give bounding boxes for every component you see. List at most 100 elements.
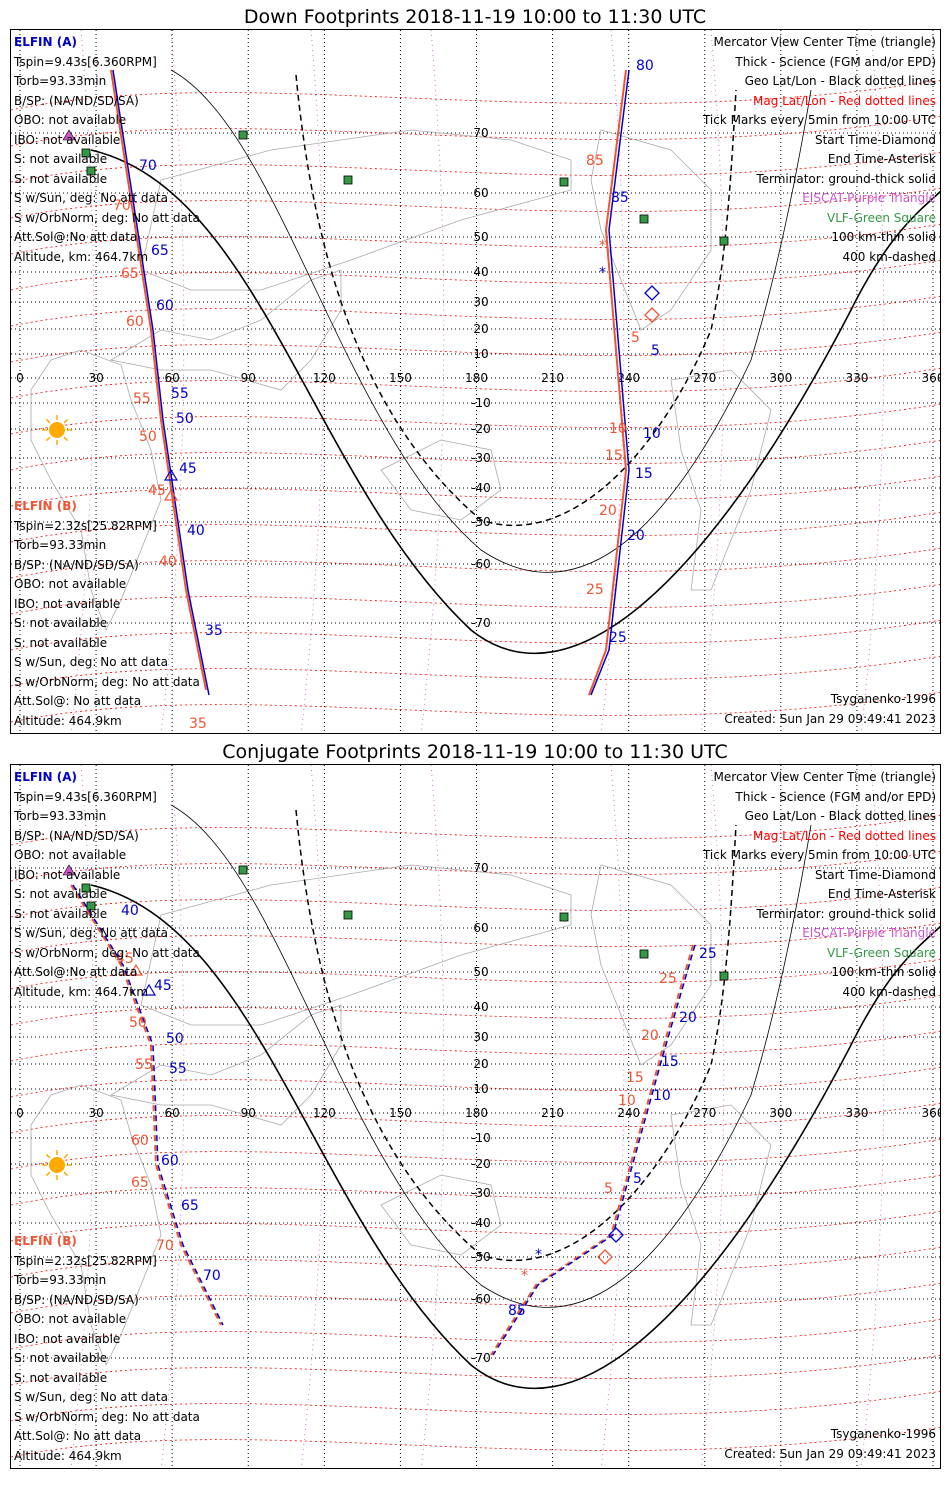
elfin-a-line: Att.Sol@:No att data bbox=[14, 230, 138, 244]
coastline bbox=[380, 439, 502, 521]
mag-lat-line bbox=[11, 958, 940, 990]
tick-label-elfin-b: 40 bbox=[159, 554, 177, 570]
elfin-b-info: ELFIN (B) Tspin=2.32s[25.82RPM] Torb=93.3… bbox=[14, 1232, 200, 1466]
center-triangle-icon bbox=[128, 963, 144, 976]
mag-lat-line bbox=[11, 403, 940, 435]
lat-label: 70 bbox=[473, 861, 488, 875]
elfin-a-line: S: not available bbox=[14, 171, 108, 186]
elfin-b-header: ELFIN (B) bbox=[14, 499, 77, 513]
lon-label: 270 bbox=[693, 1106, 716, 1120]
elfin-a-line: OBO: not available bbox=[14, 113, 127, 127]
tick-label-elfin-a: 55 bbox=[169, 1061, 187, 1077]
vlf-square-icon bbox=[238, 865, 248, 875]
sun-ray bbox=[63, 1171, 69, 1177]
vlf-square-icon bbox=[639, 949, 649, 959]
tick-label-elfin-b: 50 bbox=[139, 429, 157, 445]
elfin-b-line: S w/OrbNorm, deg: No att data bbox=[14, 674, 200, 689]
tick-label-elfin-b: 20 bbox=[641, 1028, 659, 1044]
mag-lat-line bbox=[11, 295, 940, 327]
lon-label: 60 bbox=[165, 1106, 180, 1120]
mag-lat-line bbox=[11, 886, 940, 918]
elfin-b-line: S: not available bbox=[14, 1351, 108, 1365]
lat-label: -20 bbox=[471, 1157, 491, 1171]
coastline bbox=[30, 1084, 162, 1366]
center-triangle-icon bbox=[141, 983, 157, 996]
tick-label-elfin-b: 15 bbox=[626, 1070, 644, 1086]
credit-line: Tsyganenko-1996 bbox=[830, 1427, 936, 1441]
tick-label-elfin-a: 70 bbox=[139, 158, 157, 174]
tick-label-elfin-b: 70 bbox=[156, 1238, 174, 1254]
eiscat-triangle-icon bbox=[62, 864, 76, 876]
legend-item: EISCAT-Purple Triangle bbox=[802, 191, 936, 205]
tick-label-elfin-a: 45 bbox=[179, 461, 197, 477]
track-elfin-a bbox=[112, 69, 210, 696]
elfin-b-line: Att.Sol@: No att data bbox=[14, 1429, 142, 1443]
legend-item: VLF-Green Square bbox=[827, 945, 936, 960]
vlf-square-icon bbox=[86, 166, 96, 176]
vlf-square-icon bbox=[343, 910, 353, 920]
credits: Tsyganenko-1996 Created: Sun Jan 29 09:49… bbox=[724, 690, 936, 729]
credit-line: Created: Sun Jan 29 09:49:41 2023 bbox=[724, 1446, 936, 1461]
lon-label: 150 bbox=[389, 371, 412, 385]
tick-label-elfin-b: 5 bbox=[604, 1181, 613, 1197]
coastline bbox=[140, 864, 572, 1026]
eiscat-triangle-icon bbox=[62, 129, 76, 141]
elfin-b-line: B/SP: (NA/ND/SD/SA) bbox=[14, 557, 139, 572]
tick-label-elfin-a: 10 bbox=[653, 1088, 671, 1104]
lon-label: 240 bbox=[617, 1106, 640, 1120]
tick-label-elfin-a: 85 bbox=[508, 1303, 526, 1319]
credits: Tsyganenko-1996 Created: Sun Jan 29 09:49… bbox=[724, 1425, 936, 1464]
elfin-b-header: ELFIN (B) bbox=[14, 1234, 77, 1248]
elfin-b-line: S w/Sun, deg: No att data bbox=[14, 655, 168, 669]
mag-lat-line bbox=[11, 583, 940, 615]
elfin-a-line: S w/OrbNorm, deg: No att data bbox=[14, 210, 200, 225]
coastline bbox=[109, 269, 342, 391]
elfin-a-line: IBO: not available bbox=[14, 132, 121, 147]
tick-label-elfin-a: 15 bbox=[661, 1054, 679, 1070]
tick-label-elfin-b: 65 bbox=[121, 266, 139, 282]
start-diamond-icon bbox=[608, 1227, 624, 1243]
mag-lon-line bbox=[600, 765, 625, 1468]
footprint-400km bbox=[295, 809, 737, 1262]
elfin-b-line: Att.Sol@: No att data bbox=[14, 694, 142, 708]
mag-lat-line bbox=[11, 1390, 940, 1422]
elfin-a-line: Altitude, km: 464.7km bbox=[14, 249, 149, 264]
lat-label: 60 bbox=[473, 186, 488, 200]
track-elfin-a bbox=[492, 944, 696, 1356]
tick-label-elfin-b: 20 bbox=[599, 503, 617, 519]
lon-label: 330 bbox=[845, 1106, 868, 1120]
tick-label-elfin-a: 35 bbox=[205, 623, 223, 639]
lon-label: 150 bbox=[389, 1106, 412, 1120]
lon-label: 120 bbox=[313, 1106, 336, 1120]
tick-label-elfin-a: 15 bbox=[635, 466, 653, 482]
coastline bbox=[590, 129, 712, 331]
elfin-b-line: S w/OrbNorm, deg: No att data bbox=[14, 1409, 200, 1424]
lat-label: 50 bbox=[473, 230, 488, 244]
vlf-square-icon bbox=[719, 236, 729, 246]
tick-label-elfin-a: 55 bbox=[171, 386, 189, 402]
lon-label: 180 bbox=[465, 1106, 488, 1120]
lat-label: -60 bbox=[471, 557, 491, 571]
panel-title: Conjugate Footprints 2018-11-19 10:00 to… bbox=[222, 741, 728, 763]
legend-item: End Time-Asterisk bbox=[827, 887, 936, 901]
lat-label: 30 bbox=[473, 1030, 488, 1044]
mag-lat-line bbox=[11, 1354, 940, 1386]
elfin-b-line: S: not available bbox=[14, 1370, 108, 1385]
tick-label-elfin-a: 40 bbox=[121, 903, 139, 919]
legend-item: Mag Lat/Lon - Red dotted lines bbox=[752, 828, 936, 843]
legend-item: Mercator View Center Time (triangle) bbox=[713, 35, 936, 49]
mag-lat-line bbox=[11, 115, 940, 147]
mag-lat-line bbox=[11, 655, 940, 687]
track-elfin-a bbox=[590, 69, 630, 696]
tick-label-elfin-a: 40 bbox=[187, 523, 205, 539]
mag-lat-line bbox=[11, 619, 940, 651]
vlf-square-icon bbox=[559, 912, 569, 922]
elfin-b-info: ELFIN (B) Tspin=2.32s[25.82RPM] Torb=93.3… bbox=[14, 497, 200, 731]
footprint-400km bbox=[295, 74, 737, 527]
center-triangle-icon bbox=[163, 468, 179, 481]
tick-label-elfin-a: 5 bbox=[633, 1171, 642, 1187]
sun-disc bbox=[49, 422, 65, 438]
mag-lat-line bbox=[11, 1174, 940, 1206]
coastline bbox=[140, 129, 572, 291]
vlf-square-icon bbox=[81, 148, 91, 158]
